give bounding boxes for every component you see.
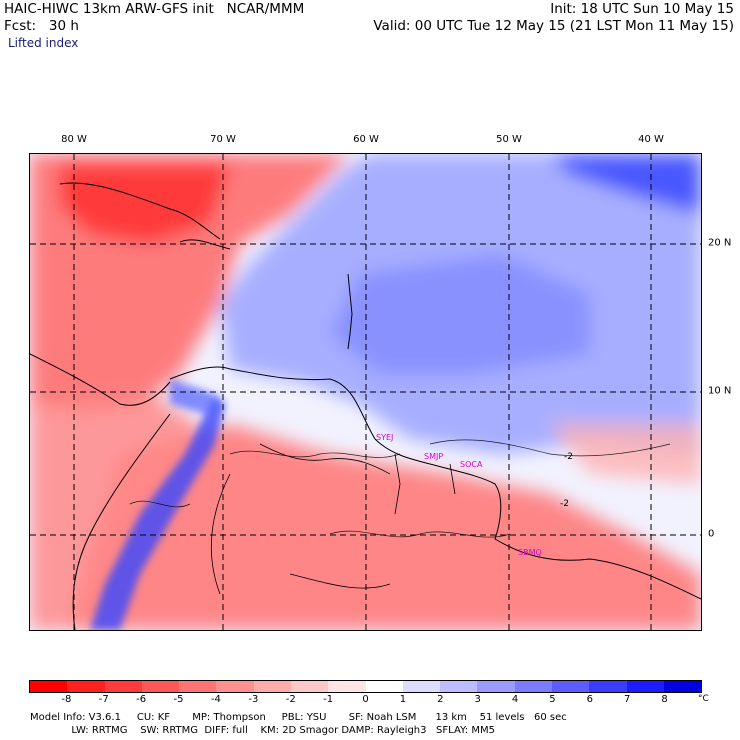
colorbar-tick-label: 8 bbox=[661, 694, 668, 705]
coastlines bbox=[30, 182, 701, 630]
contour-value-labels: -2 -2 bbox=[560, 452, 573, 509]
colorbar-swatch bbox=[402, 681, 441, 692]
colorbar-swatch bbox=[365, 681, 403, 692]
colorbar-tick-label: 5 bbox=[549, 694, 556, 705]
colorbar-swatch bbox=[67, 681, 105, 692]
strong-positive-region bbox=[550, 154, 701, 214]
graticule bbox=[30, 154, 701, 630]
andes-positive-band bbox=[90, 379, 225, 630]
colorbar-swatch bbox=[179, 681, 217, 692]
station-smjp: SMJP bbox=[424, 452, 443, 461]
colorbar-tick-label: -2 bbox=[285, 694, 296, 705]
colorbar-tick-label: -4 bbox=[210, 694, 221, 705]
colorbar-unit: °C bbox=[698, 694, 709, 704]
andes-coast bbox=[72, 413, 171, 630]
minus-two-contours bbox=[129, 439, 671, 538]
contour-label: -2 bbox=[560, 499, 569, 509]
hispaniola-coast bbox=[179, 239, 231, 250]
model-title: HAIC-HIWC 13km ARW-GFS init NCAR/MMM bbox=[4, 1, 305, 17]
colorbar-tick-label: 3 bbox=[474, 694, 481, 705]
colorbar-tick-label: -6 bbox=[136, 694, 147, 705]
cuba-coast bbox=[59, 182, 221, 240]
colorbar-swatch bbox=[551, 681, 590, 692]
negative-south bbox=[70, 424, 701, 630]
colorbar-swatch bbox=[440, 681, 478, 692]
header-right: Init: 18 UTC Sun 10 May 15 Valid: 00 UTC… bbox=[373, 1, 734, 35]
lon-label-70w: 70 W bbox=[210, 134, 236, 145]
borders bbox=[210, 443, 456, 595]
colorbar-tick-label: 7 bbox=[624, 694, 631, 705]
colorbar-swatch bbox=[328, 681, 366, 692]
station-soca: SOCA bbox=[460, 460, 483, 469]
colorbar-swatch bbox=[477, 681, 515, 692]
colorbar-swatch bbox=[141, 681, 180, 692]
colorbar-swatch bbox=[663, 681, 702, 692]
lifted-index-map: -2 -2 SYEJ SMJP SOCA SBMQ bbox=[29, 153, 702, 631]
lesser-antilles bbox=[347, 273, 353, 350]
colorbar-swatch bbox=[104, 681, 142, 692]
lat-label-10n: 10 N bbox=[708, 385, 732, 397]
lat-label-20n: 20 N bbox=[708, 237, 732, 249]
lon-label-50w: 50 W bbox=[496, 134, 522, 145]
central-america-coast bbox=[30, 353, 171, 406]
colorbar-tick-label: 2 bbox=[437, 694, 444, 705]
lon-label-40w: 40 W bbox=[638, 134, 664, 145]
colorbar-swatch bbox=[216, 681, 254, 692]
south-america-north-coast bbox=[169, 366, 701, 600]
colorbar-tick-label: -8 bbox=[61, 694, 72, 705]
colorbar-swatch bbox=[290, 681, 329, 692]
field-name: Lifted index bbox=[8, 36, 79, 50]
colorbar-tick-label: 0 bbox=[362, 694, 369, 705]
colorbar-tick-label: -5 bbox=[173, 694, 184, 705]
model-info-line2: LW: RRTMG SW: RRTMG DIFF: full KM: 2D Sm… bbox=[30, 725, 495, 736]
colorbar-tick-label: 6 bbox=[586, 694, 594, 705]
strong-negative-north bbox=[60, 164, 230, 244]
colorbar-tick-label: -7 bbox=[98, 694, 109, 705]
init-time: Init: 18 UTC Sun 10 May 15 bbox=[550, 1, 734, 17]
header-left: HAIC-HIWC 13km ARW-GFS init NCAR/MMM Fcs… bbox=[4, 1, 304, 35]
colorbar bbox=[29, 680, 702, 693]
colorbar-swatch bbox=[514, 681, 552, 692]
valid-time: Valid: 00 UTC Tue 12 May 15 (21 LST Mon … bbox=[373, 18, 734, 34]
station-syej: SYEJ bbox=[376, 433, 393, 442]
forecast-hour: Fcst: 30 h bbox=[4, 18, 79, 34]
colorbar-tick-label: -1 bbox=[323, 694, 334, 705]
colorbar-tick-label: -3 bbox=[248, 694, 259, 705]
positive-core bbox=[330, 254, 590, 374]
lon-label-80w: 80 W bbox=[61, 134, 87, 145]
lifted-index-shading bbox=[30, 154, 701, 630]
colorbar-tick-label: 4 bbox=[511, 694, 519, 705]
colorbar-swatch bbox=[589, 681, 627, 692]
colorbar-tick-label: 1 bbox=[399, 694, 407, 705]
colorbar-swatch bbox=[30, 681, 68, 692]
lon-label-60w: 60 W bbox=[353, 134, 379, 145]
lat-label-0: 0 bbox=[708, 528, 715, 540]
colorbar-swatch bbox=[626, 681, 664, 692]
light-negative-east bbox=[550, 424, 701, 484]
contour-label: -2 bbox=[564, 452, 573, 462]
model-info-line1: Model Info: V3.6.1 CU: KF MP: Thompson P… bbox=[30, 712, 567, 723]
station-labels: SYEJ SMJP SOCA SBMQ bbox=[376, 433, 542, 557]
colorbar-swatch bbox=[253, 681, 291, 692]
station-sbmq: SBMQ bbox=[518, 548, 542, 557]
negative-west bbox=[30, 394, 200, 630]
